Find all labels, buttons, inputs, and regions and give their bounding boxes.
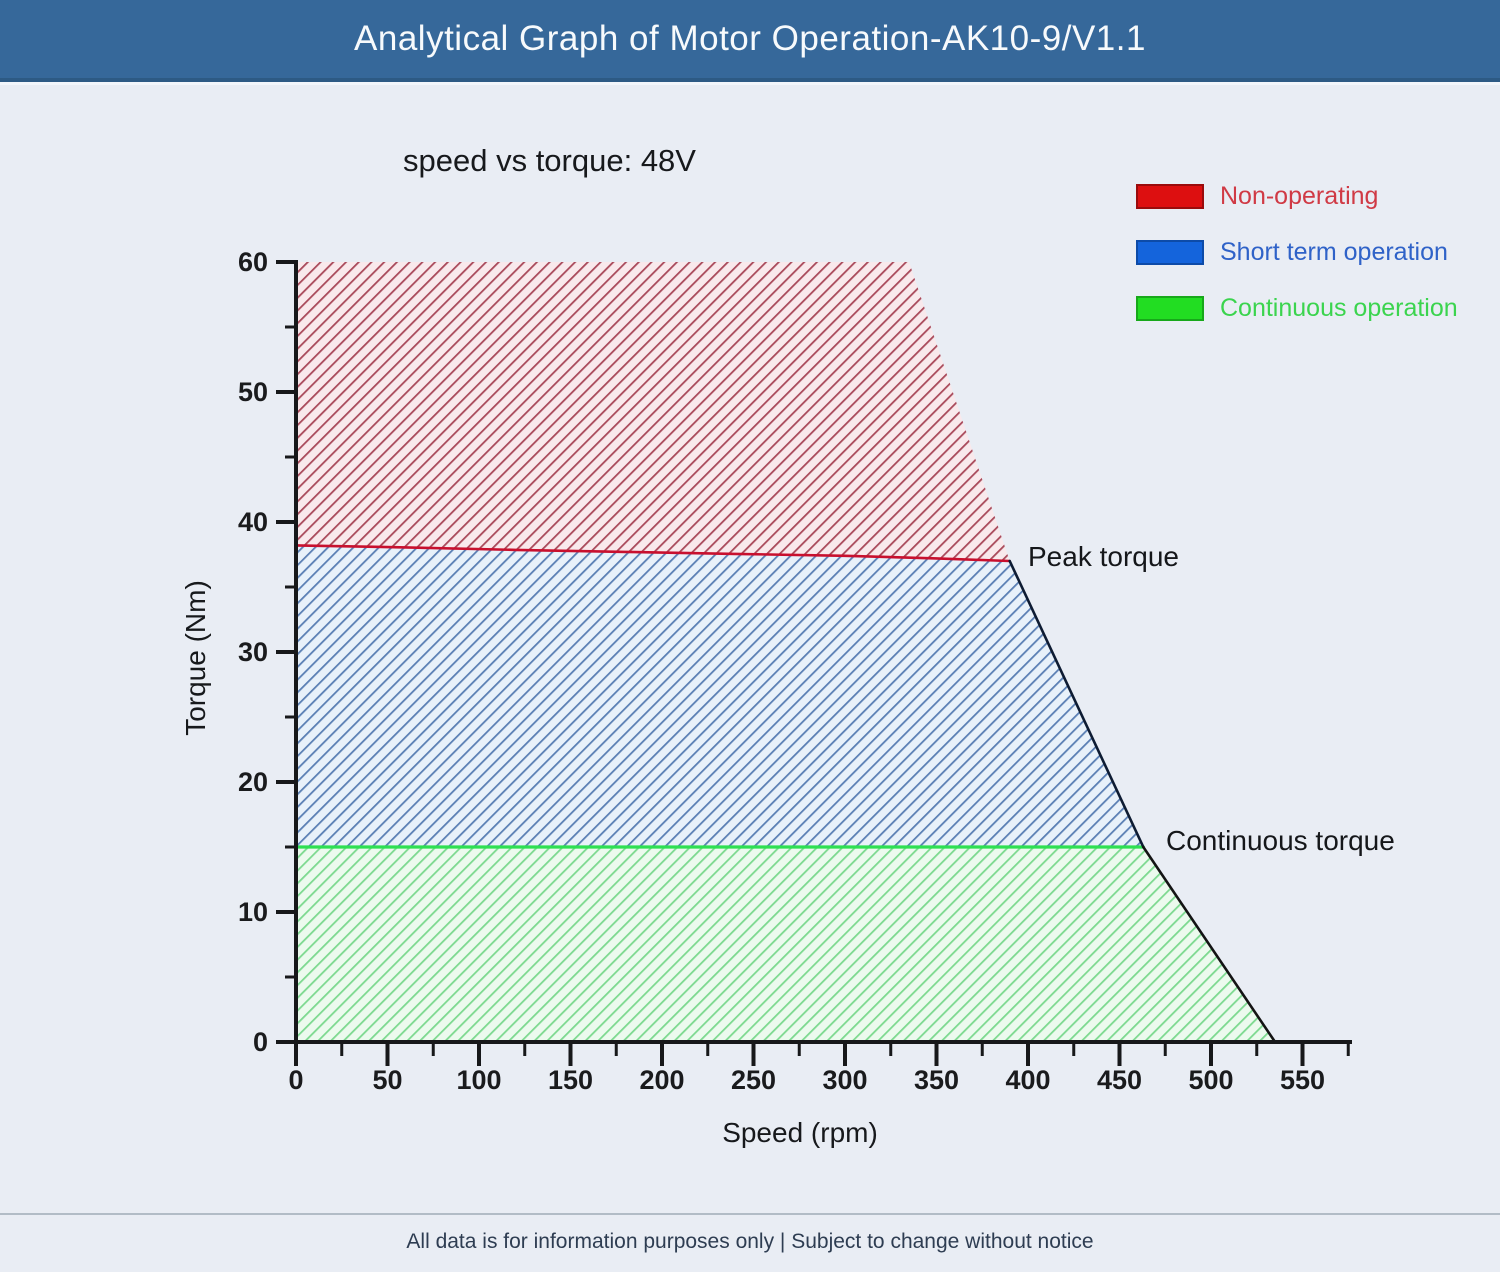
svg-text:30: 30 xyxy=(238,637,268,667)
legend-label-short-term: Short term operation xyxy=(1220,238,1448,266)
svg-text:20: 20 xyxy=(238,767,268,797)
legend-label-continuous: Continuous operation xyxy=(1220,294,1458,322)
svg-text:60: 60 xyxy=(238,247,268,277)
footer: All data is for information purposes onl… xyxy=(0,1213,1500,1269)
svg-text:300: 300 xyxy=(822,1065,867,1095)
svg-text:400: 400 xyxy=(1005,1065,1050,1095)
region-continuous-operation xyxy=(296,847,1276,1042)
svg-text:50: 50 xyxy=(372,1065,402,1095)
svg-text:450: 450 xyxy=(1097,1065,1142,1095)
window-titlebar: Analytical Graph of Motor Operation-AK10… xyxy=(0,0,1500,82)
window-title: Analytical Graph of Motor Operation-AK10… xyxy=(354,19,1146,58)
legend-item-non-operating: Non-operating xyxy=(1136,182,1458,210)
peak-torque-line xyxy=(294,544,1012,563)
chart-svg: 0 50 100 150 200 250 300 350 400 450 500 550 0 10 20 30… xyxy=(238,247,1352,1095)
svg-text:150: 150 xyxy=(548,1065,593,1095)
legend: Non-operating Short term operation Conti… xyxy=(1136,182,1458,352)
svg-text:10: 10 xyxy=(238,897,268,927)
svg-text:350: 350 xyxy=(914,1065,959,1095)
legend-swatch-continuous xyxy=(1136,296,1204,321)
svg-text:50: 50 xyxy=(238,377,268,407)
svg-text:0: 0 xyxy=(253,1027,268,1057)
chart-area: 0 50 100 150 200 250 300 350 400 450 500 550 0 10 20 30… xyxy=(0,82,1500,1213)
y-axis-label: Torque (Nm) xyxy=(180,580,211,736)
region-non-operating xyxy=(296,262,1010,561)
svg-text:0: 0 xyxy=(288,1065,303,1095)
svg-text:100: 100 xyxy=(456,1065,501,1095)
svg-text:550: 550 xyxy=(1280,1065,1325,1095)
legend-item-short-term: Short term operation xyxy=(1136,238,1458,266)
region-short-term-operation xyxy=(296,545,1144,847)
annotation-peak-torque: Peak torque xyxy=(1028,541,1179,572)
legend-label-non-operating: Non-operating xyxy=(1220,182,1379,210)
footer-text: All data is for information purposes onl… xyxy=(406,1230,1094,1253)
legend-swatch-short-term xyxy=(1136,240,1204,265)
legend-swatch-non-operating xyxy=(1136,184,1204,209)
annotation-continuous-torque: Continuous torque xyxy=(1166,825,1395,856)
short-term-edge xyxy=(1008,559,1145,849)
legend-item-continuous: Continuous operation xyxy=(1136,294,1458,322)
chart-title: speed vs torque: 48V xyxy=(403,143,696,178)
x-axis-label: Speed (rpm) xyxy=(722,1117,878,1148)
svg-text:250: 250 xyxy=(731,1065,776,1095)
svg-text:40: 40 xyxy=(238,507,268,537)
svg-text:500: 500 xyxy=(1188,1065,1233,1095)
continuous-edge xyxy=(1142,845,1277,1044)
svg-text:200: 200 xyxy=(639,1065,684,1095)
